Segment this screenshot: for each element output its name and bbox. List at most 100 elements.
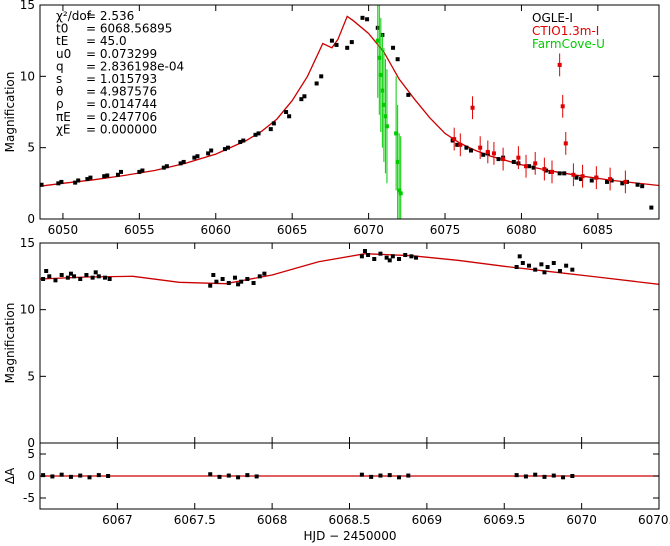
point-ctio1-3m-i	[485, 149, 490, 154]
point-ogle-i	[517, 254, 522, 259]
point-ogle-i	[102, 275, 107, 280]
point-ogle-i	[181, 159, 186, 164]
point-ogle-i	[551, 473, 556, 478]
point-ogle-i	[53, 278, 58, 283]
param-value: = 0.000000	[86, 122, 157, 136]
x-tick-label: 6055	[124, 223, 155, 237]
point-ogle-i	[542, 270, 547, 275]
point-ogle-i	[545, 265, 550, 269]
point-ogle-i	[241, 138, 246, 143]
param-value: = 0.014744	[86, 97, 157, 111]
point-ogle-i	[96, 473, 101, 478]
point-ogle-i	[542, 474, 547, 479]
point-ogle-i	[533, 472, 538, 477]
point-ogle-i	[85, 177, 90, 182]
point-ogle-i	[59, 179, 64, 184]
point-ogle-i	[238, 139, 243, 144]
point-ogle-i	[387, 473, 392, 478]
point-ogle-i	[178, 161, 183, 166]
param-name: χ²/dof	[56, 9, 92, 23]
point-ogle-i	[161, 165, 166, 170]
point-ogle-i	[232, 275, 237, 280]
point-ctio1-3m-i	[533, 161, 538, 166]
point-ogle-i	[214, 279, 219, 284]
point-ogle-i	[226, 281, 231, 285]
point-ogle-i	[59, 472, 64, 477]
x-tick-label: 6068.5	[329, 513, 371, 527]
point-ogle-i	[78, 473, 83, 478]
point-ogle-i	[387, 258, 392, 263]
point-ogle-i	[605, 179, 610, 184]
param-value: = 0.247706	[86, 110, 157, 124]
top-panel-ticks: 6050 6055 6060 6065 6070 6075 6080 6085 0 5 10 15	[20, 0, 659, 237]
point-ogle-i	[40, 182, 44, 187]
point-ogle-i	[570, 267, 575, 272]
point-farmcove-u	[375, 38, 380, 43]
legend-entry: OGLE-I	[532, 11, 573, 25]
point-ogle-i	[533, 267, 538, 272]
point-farmcove-u	[384, 124, 389, 129]
point-ogle-i	[397, 475, 402, 480]
y-tick-label: 10	[20, 69, 35, 83]
x-tick-label: 6065	[277, 223, 308, 237]
point-ogle-i	[455, 142, 460, 147]
point-farmcove-u	[380, 88, 385, 93]
point-ogle-i	[245, 473, 250, 478]
point-ogle-i	[107, 277, 112, 281]
point-ogle-i	[87, 475, 92, 480]
point-ogle-i	[527, 263, 532, 268]
point-ogle-i	[562, 171, 567, 176]
point-ogle-i	[90, 275, 95, 280]
point-ogle-i	[65, 275, 70, 280]
param-value: = 45.0	[86, 34, 127, 48]
point-ogle-i	[406, 92, 411, 97]
point-ctio1-3m-i	[452, 137, 457, 142]
point-ogle-i	[514, 473, 519, 478]
x-tick-label: 6068	[257, 513, 288, 527]
point-ogle-i	[557, 269, 562, 273]
point-ogle-i	[106, 474, 111, 478]
point-ogle-i	[365, 17, 370, 22]
point-ogle-i	[369, 474, 374, 479]
point-ogle-i	[287, 114, 292, 119]
y-tick-label: 15	[20, 0, 35, 12]
point-ogle-i	[226, 473, 231, 478]
residual-panel-ticks: 6067 6067.5 6068 6068.5 6069 6069.5 6070 6070.5…	[23, 443, 670, 527]
point-ogle-i	[349, 40, 354, 45]
point-ogle-i	[561, 475, 566, 480]
point-farmcove-u	[397, 188, 402, 193]
param-name: t0	[56, 22, 68, 36]
point-ogle-i	[514, 265, 519, 269]
point-ogle-i	[68, 271, 73, 276]
point-ogle-i	[359, 472, 364, 477]
x-tick-label: 6070	[566, 513, 597, 527]
point-ctio1-3m-i	[542, 167, 547, 172]
point-ogle-i	[635, 182, 640, 187]
point-ogle-i	[209, 148, 214, 153]
point-ogle-i	[640, 184, 645, 189]
point-ogle-i	[362, 249, 367, 253]
x-tick-label: 6069.5	[483, 513, 525, 527]
point-ogle-i	[531, 165, 536, 170]
residual-panel: 6067 6067.5 6068 6068.5 6069 6069.5 6070 6070.5…	[3, 442, 670, 527]
point-ctio1-3m-i	[550, 169, 555, 174]
point-ogle-i	[574, 175, 579, 180]
point-ogle-i	[44, 269, 49, 273]
point-ogle-i	[284, 110, 289, 114]
top-panel: 6050 6055 6060 6065 6070 6075 6080 6085 0 5 10 15 M…	[3, 0, 660, 237]
point-ogle-i	[314, 81, 319, 86]
point-ogle-i	[253, 132, 258, 137]
point-ogle-i	[245, 277, 250, 281]
point-ogle-i	[539, 262, 544, 267]
point-ogle-i	[208, 472, 213, 477]
point-ogle-i	[73, 180, 78, 185]
point-ogle-i	[236, 475, 241, 480]
point-ogle-i	[88, 175, 93, 180]
point-farmcove-u	[398, 191, 403, 196]
point-ctio1-3m-i	[557, 62, 562, 67]
param-value: = 1.015793	[86, 72, 157, 86]
point-ogle-i	[84, 273, 89, 277]
point-ogle-i	[511, 159, 516, 164]
